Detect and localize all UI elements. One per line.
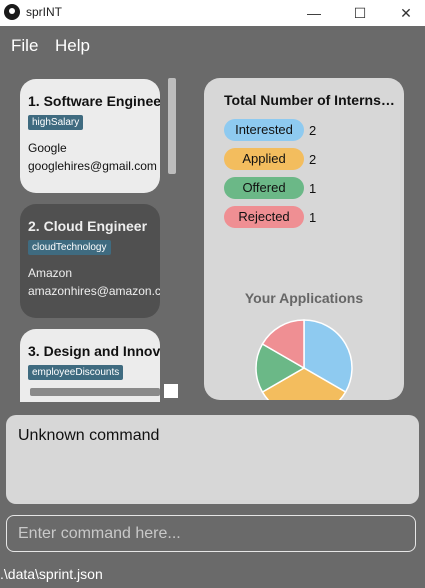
status-rejected-badge: Rejected [224, 206, 304, 228]
application-list[interactable]: 1. Software Engineer highSalary Google g… [12, 72, 182, 402]
pie-slice-rejected [261, 319, 305, 370]
maximize-button[interactable]: ☐ [353, 5, 367, 21]
result-display: Unknown command [6, 415, 419, 504]
card-title: 2. Cloud Engineer [28, 218, 148, 234]
card-email: googlehires@gmail.com [28, 159, 157, 173]
list-horizontal-scrollbar[interactable] [30, 388, 160, 396]
status-interested-badge: Interested [224, 119, 304, 141]
list-vertical-scrollbar[interactable] [168, 78, 176, 174]
statistics-panel: Total Number of Internships Interested 2… [204, 78, 404, 400]
status-applied-badge: Applied [224, 148, 304, 170]
card-company: Google [28, 141, 67, 155]
pie-slice-interested [303, 319, 353, 394]
card-company: Amazon [28, 266, 73, 280]
title-bar: sprINT — ☐ ✕ [0, 0, 425, 26]
applications-pie-chart [255, 319, 353, 400]
pie-slice-applied [261, 367, 347, 400]
rejected-count: 1 [309, 210, 317, 225]
status-offered-badge: Offered [224, 177, 304, 199]
close-button[interactable]: ✕ [400, 5, 412, 21]
application-card-selected[interactable]: 2. Cloud Engineer cloudTechnology Amazon… [20, 204, 160, 318]
card-title: 1. Software Engineer [28, 93, 160, 109]
result-message: Unknown command [18, 427, 160, 444]
command-input[interactable] [6, 515, 416, 552]
window-title: sprINT [26, 5, 62, 19]
minimize-button[interactable]: — [307, 5, 321, 21]
menu-bar: File Help [0, 26, 425, 64]
offered-count: 1 [309, 181, 317, 196]
card-email: amazonhires@amazon.com [28, 284, 160, 298]
stats-title: Total Number of Internships [224, 92, 400, 108]
chart-title: Your Applications [244, 290, 364, 306]
scroll-corner [164, 384, 178, 398]
tag-badge: employeeDiscounts [28, 365, 124, 380]
menu-file[interactable]: File [11, 36, 39, 55]
interested-count: 2 [309, 123, 317, 138]
pie-slice-offered [255, 342, 306, 394]
application-card[interactable]: 1. Software Engineer highSalary Google g… [20, 79, 160, 193]
app-logo-icon [4, 4, 20, 20]
tag-badge: highSalary [28, 115, 84, 130]
applied-count: 2 [309, 152, 317, 167]
status-bar-path: .\data\sprint.json [0, 566, 103, 582]
card-title: 3. Design and Innovation [28, 343, 160, 359]
menu-help[interactable]: Help [55, 36, 90, 55]
tag-badge: cloudTechnology [28, 240, 111, 255]
